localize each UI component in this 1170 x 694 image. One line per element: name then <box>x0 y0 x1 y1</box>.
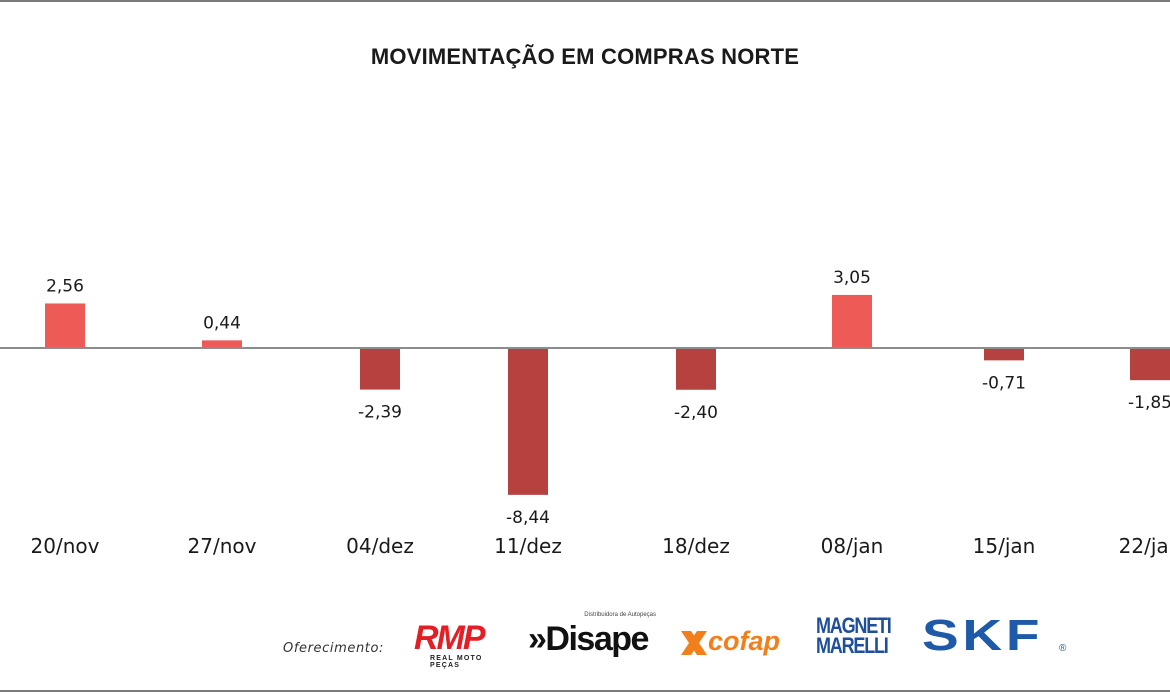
bar-08/jan <box>832 294 872 348</box>
bar-chart: 2,56 0,44 -2,39 -8,44 -2,40 3,05 -0,71 -1,85 20… <box>0 268 1170 558</box>
value-label-27/nov: 0,44 <box>203 313 241 333</box>
bars-layer <box>45 294 1170 495</box>
top-border-line <box>0 0 1170 2</box>
magneti-marelli-logo: MAGNETI MARELLI <box>816 613 912 660</box>
rmp-logo-subtitle: REAL MOTO PEÇAS <box>430 655 483 669</box>
cofap-logo: cofap <box>678 626 804 660</box>
value-label-22/jan: -1,85 <box>1128 393 1170 413</box>
rmp-logo: RMP REAL MOTO PEÇAS <box>414 619 514 669</box>
rmp-logo-mark: RMP <box>414 619 486 657</box>
value-label-15/jan: -0,71 <box>982 373 1026 393</box>
category-label-04/dez: 04/dez <box>346 534 414 558</box>
cofap-logo-mark: cofap <box>708 626 781 656</box>
chart-title: MOVIMENTAÇÃO EM COMPRAS NORTE <box>370 44 800 69</box>
bar-27/nov <box>202 340 242 348</box>
category-label-27/nov: 27/nov <box>188 534 257 558</box>
sponsor-label: Oferecimento: <box>283 641 385 656</box>
bar-22/jan <box>1130 348 1170 381</box>
cofap-x-icon <box>681 631 707 655</box>
value-labels-layer: 2,56 0,44 -2,39 -8,44 -2,40 3,05 -0,71 -1,85 <box>46 268 1170 528</box>
category-label-08/jan: 08/jan <box>821 534 884 558</box>
bar-18/dez <box>676 348 716 390</box>
magneti-logo-line2: MARELLI <box>816 633 889 658</box>
bar-15/jan <box>984 348 1024 361</box>
bottom-border-line <box>0 690 1170 692</box>
disape-logo-mark: »Disape <box>528 620 649 658</box>
bar-20/nov <box>45 303 85 348</box>
value-label-04/dez: -2,39 <box>358 403 402 423</box>
magneti-logo-line1: MAGNETI <box>816 613 892 638</box>
category-label-11/dez: 11/dez <box>494 534 562 558</box>
disape-logo-tagline: Distribuidora de Autopeças <box>584 612 656 618</box>
category-label-15/jan: 15/jan <box>973 534 1036 558</box>
value-label-20/nov: 2,56 <box>46 276 84 296</box>
bar-04/dez <box>360 348 400 390</box>
skf-registered-mark: ® <box>1059 643 1067 654</box>
skf-logo: SKF ® <box>922 614 1072 660</box>
category-label-18/dez: 18/dez <box>662 534 730 558</box>
value-label-18/dez: -2,40 <box>674 403 718 423</box>
category-label-22/jan: 22/jan <box>1119 534 1170 558</box>
category-label-20/nov: 20/nov <box>31 534 100 558</box>
bar-11/dez <box>508 348 548 495</box>
category-labels-layer: 20/nov 27/nov 04/dez 11/dez 18/dez 08/jan 15/j… <box>31 534 1170 558</box>
value-label-11/dez: -8,44 <box>506 508 550 528</box>
disape-logo: Distribuidora de Autopeças »Disape <box>528 612 658 662</box>
value-label-08/jan: 3,05 <box>833 268 871 288</box>
skf-logo-mark: SKF <box>922 611 1044 660</box>
